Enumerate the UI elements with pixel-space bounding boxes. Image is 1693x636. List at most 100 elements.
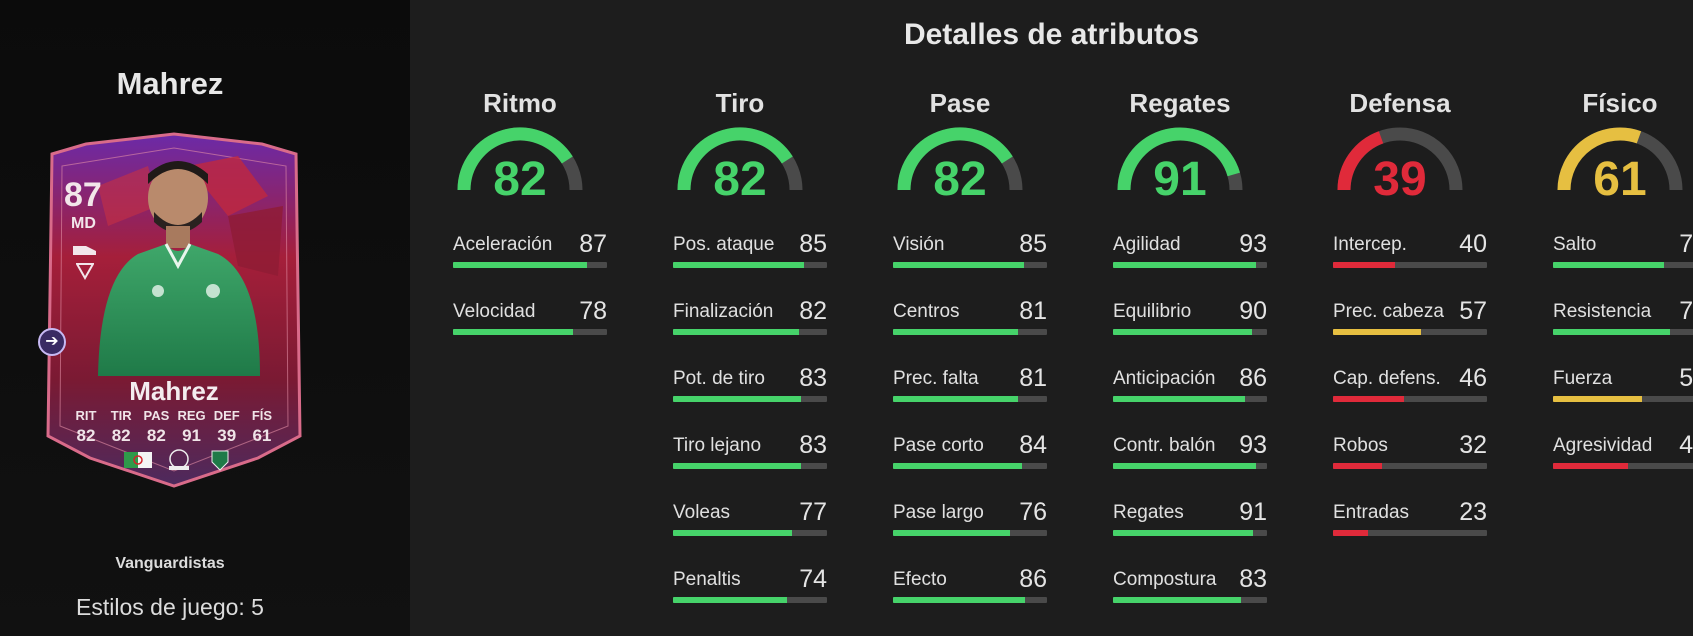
stat-name: Robos xyxy=(1333,435,1388,456)
stat-bar-fill xyxy=(893,463,1023,469)
stat-value: 57 xyxy=(1459,297,1487,325)
stat-name: Regates xyxy=(1113,502,1184,523)
player-card[interactable]: 87 MD Mahrez RIT 82 TIR 82 PAS 82 REG 91 DEF 39 FÍ… xyxy=(38,126,310,496)
stat-name: Fuerza xyxy=(1553,368,1613,389)
stat-value: 58 xyxy=(1679,364,1693,392)
category-title: Físico xyxy=(1582,88,1658,118)
stat-value: 78 xyxy=(579,297,607,325)
stat-bar-track xyxy=(453,262,607,268)
category-gauge xyxy=(1557,127,1683,191)
card-badges xyxy=(124,449,229,471)
stat-bar-fill xyxy=(1113,396,1246,402)
attribute-stat: Penaltis 74 xyxy=(673,565,827,609)
stat-bar-fill xyxy=(1553,463,1629,469)
card-stat: PAS 82 xyxy=(140,408,172,446)
category-gauge xyxy=(1337,127,1463,191)
card-stat-value: 91 xyxy=(182,426,202,445)
boot-icon xyxy=(73,246,96,255)
attribute-stat: Pase largo 76 xyxy=(893,498,1047,542)
card-stat-label: TIR xyxy=(110,408,132,423)
category-gauge xyxy=(677,127,803,191)
stat-bar-track xyxy=(1113,262,1267,268)
card-rating: 87 xyxy=(64,176,102,214)
gauge-fill xyxy=(1337,131,1384,191)
category-title: Pase xyxy=(929,88,991,118)
stat-name: Anticipación xyxy=(1113,368,1216,389)
stat-bar-fill xyxy=(1333,396,1404,402)
stat-bar-fill xyxy=(453,262,587,268)
attribute-stat: Visión 85 xyxy=(893,230,1047,274)
card-stat: REG 91 xyxy=(176,408,208,446)
card-stat-value: 82 xyxy=(111,426,131,445)
stat-bar-track xyxy=(1113,329,1267,335)
stat-bar-track xyxy=(453,329,607,335)
stat-bar-track xyxy=(893,463,1047,469)
attribute-stat: Fuerza 58 xyxy=(1553,364,1693,408)
stat-value: 77 xyxy=(799,498,827,526)
card-stat: DEF 39 xyxy=(211,408,243,446)
stat-value: 81 xyxy=(1019,297,1047,325)
stat-name: Contr. balón xyxy=(1113,435,1216,456)
stat-bar-track xyxy=(1113,530,1267,536)
weak-foot-icon xyxy=(76,263,94,280)
stat-bar-track xyxy=(673,396,827,402)
category-value: 82 xyxy=(933,153,987,206)
stat-value: 72 xyxy=(1679,230,1693,258)
playstyles-count[interactable]: Estilos de juego: 5 xyxy=(76,594,264,620)
attribute-stat: Pos. ataque 85 xyxy=(673,230,827,274)
stat-bar-fill xyxy=(673,597,787,603)
stat-name: Equilibrio xyxy=(1113,301,1192,322)
attribute-column-defensa: Defensa 39 Intercep. 40 Prec. cabeza 57 Cap. d… xyxy=(1315,0,1487,636)
stat-name: Prec. falta xyxy=(893,368,979,389)
card-stat-value: 39 xyxy=(217,426,237,445)
attribute-stat: Salto 72 xyxy=(1553,230,1693,274)
stat-value: 93 xyxy=(1239,431,1267,459)
attribute-stat: Agresividad 49 xyxy=(1553,431,1693,475)
stat-bar-fill xyxy=(1113,530,1254,536)
category-value: 91 xyxy=(1153,153,1207,206)
stat-bar-track xyxy=(1113,597,1267,603)
stat-name: Pos. ataque xyxy=(673,234,775,255)
card-background xyxy=(46,132,302,488)
category-value: 61 xyxy=(1593,153,1647,206)
stat-bar-fill xyxy=(673,530,792,536)
stat-name: Finalización xyxy=(673,301,774,322)
stat-name: Compostura xyxy=(1113,569,1217,590)
attribute-column-pase: Pase 82 Visión 85 Centros 81 Prec. falta 81 Pase… xyxy=(875,0,1047,636)
attribute-stat: Contr. balón 93 xyxy=(1113,431,1267,475)
card-stat: RIT 82 xyxy=(70,408,102,446)
stat-bar-track xyxy=(1333,262,1487,268)
stat-value: 23 xyxy=(1459,498,1487,526)
stat-bar-track xyxy=(893,597,1047,603)
stat-bar-track xyxy=(1553,396,1693,402)
stat-bar-track xyxy=(1113,396,1267,402)
gauge-fill xyxy=(1117,127,1241,191)
stat-name: Aceleración xyxy=(453,234,553,255)
category-value: 82 xyxy=(713,153,767,206)
stat-bar-track xyxy=(673,262,827,268)
attribute-stat: Pot. de tiro 83 xyxy=(673,364,827,408)
category-value: 39 xyxy=(1373,153,1427,206)
stat-bar-track xyxy=(673,530,827,536)
stat-bar-track xyxy=(893,396,1047,402)
stat-bar-track xyxy=(893,262,1047,268)
nation-flag-icon xyxy=(124,452,152,468)
stat-name: Voleas xyxy=(673,502,731,523)
attribute-stat: Voleas 77 xyxy=(673,498,827,542)
card-player-name: Mahrez xyxy=(129,376,219,406)
stat-bar-track xyxy=(673,329,827,335)
stat-bar-track xyxy=(1333,329,1487,335)
stat-name: Cap. defens. xyxy=(1333,368,1441,389)
stat-name: Penaltis xyxy=(673,569,741,590)
attribute-stat: Tiro lejano 83 xyxy=(673,431,827,475)
attribute-stat: Finalización 82 xyxy=(673,297,827,341)
stat-name: Intercep. xyxy=(1333,234,1407,255)
attribute-column-físico: Físico 61 Salto 72 Resistencia 76 Fuerza 58 Agre… xyxy=(1535,0,1693,636)
category-gauge xyxy=(897,127,1023,191)
stat-bar-fill xyxy=(1113,262,1257,268)
stat-bar-fill xyxy=(893,262,1024,268)
stat-value: 87 xyxy=(579,230,607,258)
stat-bar-track xyxy=(1553,262,1693,268)
stat-bar-fill xyxy=(1333,463,1383,469)
stat-bar-track xyxy=(1113,463,1267,469)
